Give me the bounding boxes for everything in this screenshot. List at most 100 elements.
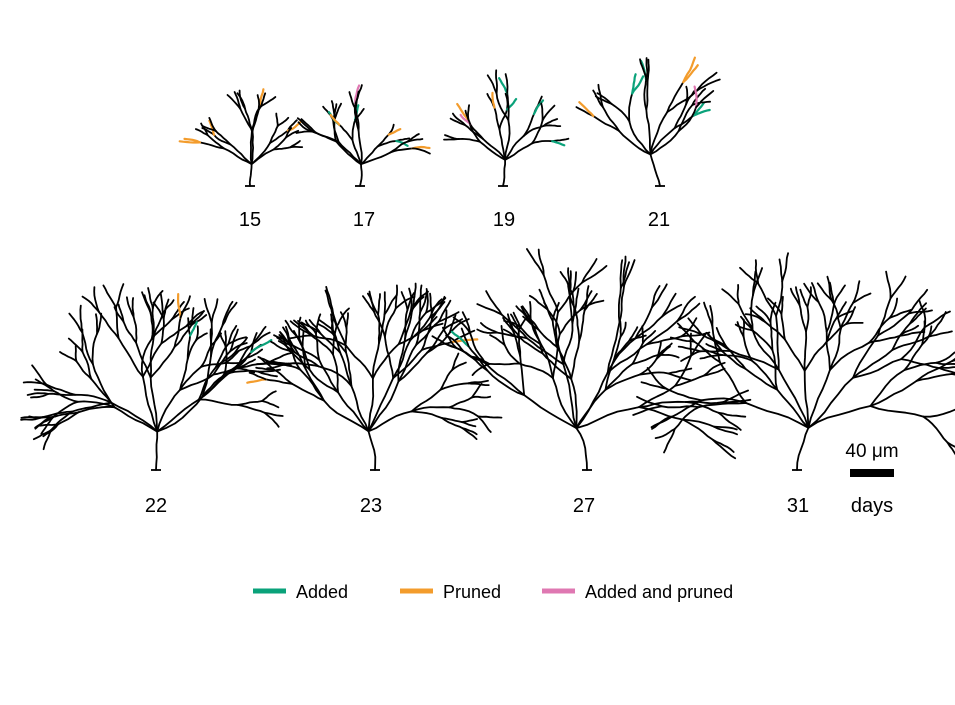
dendrite-branch [179, 358, 189, 391]
legend-label-both: Added and pruned [585, 582, 733, 602]
dendrite-branch [709, 304, 714, 329]
day-label-27: 27 [573, 495, 595, 517]
dendrite-branch [441, 417, 463, 423]
dendrite-branch [531, 323, 544, 355]
dendrite-branch [455, 346, 487, 365]
dendrite-branch [415, 320, 440, 346]
dendrite-branch [682, 418, 715, 428]
dendrite-branch [803, 340, 829, 372]
dendrite-branch [155, 430, 159, 471]
dendrite-branch [781, 252, 790, 283]
dendrite-branch [147, 287, 154, 310]
dendrite-branch [495, 92, 510, 121]
panel-day-27: 27 [431, 248, 752, 517]
dendrite-branch [257, 92, 267, 111]
dendrite-branch [562, 322, 574, 366]
dendrite-branch [581, 258, 598, 284]
dendrite-branch [739, 266, 760, 285]
dendrite-branch [915, 373, 953, 382]
dendrite-branch [429, 292, 433, 320]
dendrite-branch [74, 393, 113, 404]
dendrite-branch [712, 438, 735, 453]
dendrite-branch [520, 305, 534, 326]
dendrite-branch [645, 320, 679, 346]
dendrite-branch [663, 428, 676, 454]
dendrite-branch [236, 400, 263, 406]
day-label-19: 19 [493, 209, 515, 231]
dendrite-branch [938, 366, 955, 369]
dendrite-branch [542, 118, 559, 127]
dendrite-branch [125, 296, 135, 318]
dendrite-branch [372, 343, 400, 380]
dendrite-branch [717, 411, 742, 431]
dendrite-branch [638, 406, 684, 421]
dendrite-branch [923, 310, 951, 329]
scale-bar-label: 40 μm [845, 441, 898, 462]
dendrite-branch [210, 298, 219, 324]
dendrite-branch [628, 120, 652, 156]
dendrite-branch [251, 325, 267, 346]
dendrite-branch [236, 404, 266, 414]
dendrite-branch [495, 69, 498, 95]
dendrite-branch [397, 344, 417, 383]
dendrite-branch [32, 429, 52, 441]
dendrite-branch [885, 270, 892, 300]
dendrite-branch [140, 338, 153, 378]
dendrite-branch [437, 299, 452, 323]
dendrite-branch [156, 395, 204, 433]
dendrite-branch [251, 108, 260, 133]
dendrite-branch [715, 326, 727, 348]
dendrite-branch [537, 328, 558, 348]
dendrite-branch [551, 319, 558, 348]
dendrite-branch [665, 387, 703, 402]
dendrite-branch [406, 138, 424, 143]
dendrite-branch [404, 305, 415, 340]
dendrite-branch [649, 127, 676, 156]
dendrite-branch [789, 287, 801, 306]
dendrite-branch [798, 304, 807, 333]
dendrite-branch [852, 349, 894, 379]
dendrite-branch [712, 438, 737, 460]
dendrite-branch [541, 104, 556, 122]
dendrite-branch [717, 411, 747, 418]
dendrite-branch [141, 375, 159, 433]
dendrite-branch [42, 429, 52, 451]
dendrite-branch-pruned [177, 293, 182, 319]
dendrite-branch [367, 380, 400, 433]
dendrite-branch [296, 117, 314, 133]
dendrite-branch [502, 158, 506, 187]
dendrite-branch [285, 129, 300, 139]
dendrite-branch [195, 128, 209, 136]
dendrite-branch [695, 90, 715, 109]
dendrite-branch [68, 312, 84, 334]
dendrite-branch [638, 358, 658, 376]
dendrite-branch [574, 308, 581, 342]
dendrite-branch [229, 143, 253, 166]
dendrite-branch [575, 406, 640, 429]
dendrite-branch [397, 351, 428, 383]
dendrite-branch [98, 310, 120, 340]
dendrite-branch [451, 352, 460, 371]
dendrite-branch [718, 361, 747, 404]
dendrite-branch [531, 140, 554, 145]
dendrite-branch [601, 106, 620, 132]
dendrite-branch [135, 341, 152, 379]
dendrite-branch [900, 358, 941, 369]
panel-day-23: 23 [246, 282, 503, 517]
dendrite-branch [700, 333, 733, 352]
dendrite-branch [368, 290, 375, 313]
dendrite-branch [596, 92, 613, 105]
dendrite-branch [673, 406, 700, 430]
dendrite-branch [877, 312, 910, 337]
dendrite-branch [471, 382, 483, 399]
dendrite-branch [300, 321, 322, 335]
dendrite-branch [348, 91, 357, 110]
dendrite-branch [250, 130, 254, 166]
dendrite-tree-day-19 [443, 69, 570, 187]
dendrite-branch [661, 303, 683, 318]
dendrite-branch [373, 310, 386, 338]
dendrite-branch [31, 364, 47, 386]
dendrite-branch [676, 302, 701, 323]
dendrite-branch [448, 396, 473, 409]
dendrite-branch [806, 286, 812, 308]
